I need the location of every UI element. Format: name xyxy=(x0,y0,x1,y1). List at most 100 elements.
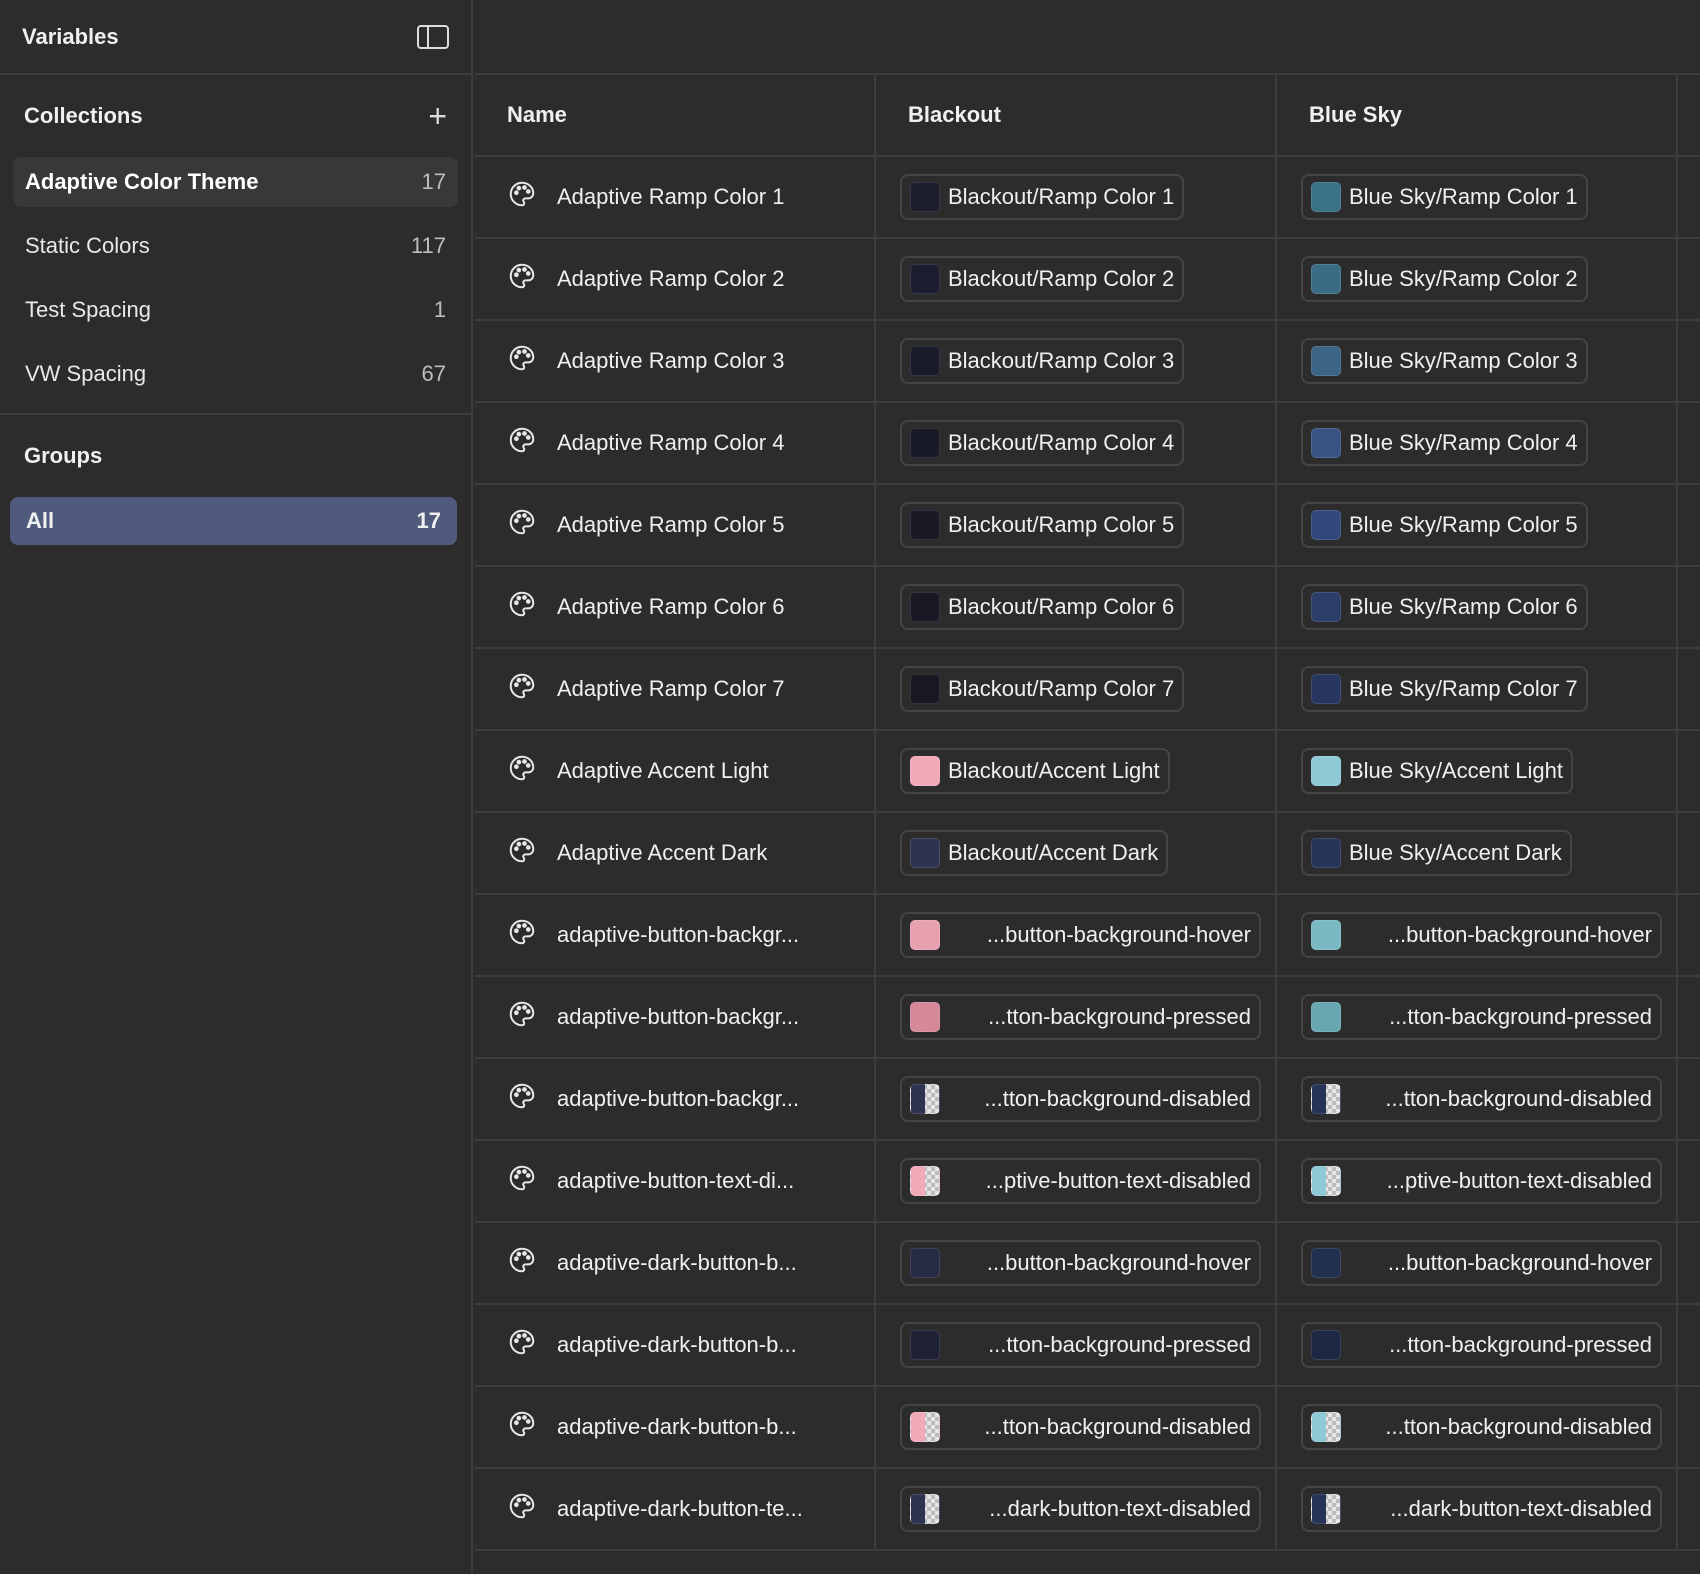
alias-chip[interactable]: Blackout/Ramp Color 6 xyxy=(900,584,1185,630)
blackout-value-cell[interactable]: ...tton-background-disabled xyxy=(876,1059,1277,1139)
alias-chip[interactable]: ...button-background-hover xyxy=(1301,1240,1662,1286)
table-row[interactable]: Adaptive Ramp Color 6 Blackout/Ramp Colo… xyxy=(475,567,1700,649)
alias-chip[interactable]: ...tton-background-pressed xyxy=(1301,994,1662,1040)
alias-chip[interactable]: Blue Sky/Ramp Color 5 xyxy=(1301,502,1588,548)
add-collection-icon[interactable]: + xyxy=(428,97,447,134)
alias-chip[interactable]: Blackout/Ramp Color 4 xyxy=(900,420,1185,466)
table-row[interactable]: adaptive-button-backgr... ...tton-backgr… xyxy=(475,1059,1700,1141)
blackout-value-cell[interactable]: Blackout/Ramp Color 3 xyxy=(876,321,1277,401)
table-row[interactable]: Adaptive Ramp Color 3 Blackout/Ramp Colo… xyxy=(475,321,1700,403)
table-row[interactable]: Adaptive Accent Dark Blackout/Accent Dar… xyxy=(475,813,1700,895)
blue-sky-value-cell[interactable]: ...button-background-hover xyxy=(1277,895,1678,975)
collection-item[interactable]: VW Spacing 67 xyxy=(13,349,458,399)
blackout-value-cell[interactable]: ...tton-background-pressed xyxy=(876,977,1277,1057)
alias-chip[interactable]: Blackout/Accent Light xyxy=(900,748,1170,794)
alias-chip[interactable]: Blackout/Ramp Color 7 xyxy=(900,666,1185,712)
column-header-name[interactable]: Name xyxy=(475,75,876,155)
toggle-sidebar-icon[interactable] xyxy=(417,24,449,49)
blue-sky-value-cell[interactable]: Blue Sky/Accent Dark xyxy=(1277,813,1678,893)
alias-chip[interactable]: ...tton-background-disabled xyxy=(900,1076,1261,1122)
alias-chip[interactable]: Blue Sky/Ramp Color 3 xyxy=(1301,338,1588,384)
table-row[interactable]: Adaptive Ramp Color 2 Blackout/Ramp Colo… xyxy=(475,239,1700,321)
blue-sky-value-cell[interactable]: Blue Sky/Ramp Color 4 xyxy=(1277,403,1678,483)
table-row[interactable]: adaptive-dark-button-b... ...tton-backgr… xyxy=(475,1387,1700,1469)
blackout-value-cell[interactable]: Blackout/Ramp Color 2 xyxy=(876,239,1277,319)
blue-sky-value-cell[interactable]: Blue Sky/Ramp Color 7 xyxy=(1277,649,1678,729)
variable-name-cell[interactable]: adaptive-dark-button-b... xyxy=(475,1223,876,1303)
variable-name-cell[interactable]: Adaptive Ramp Color 6 xyxy=(475,567,876,647)
variable-name-cell[interactable]: adaptive-dark-button-b... xyxy=(475,1387,876,1467)
alias-chip[interactable]: ...dark-button-text-disabled xyxy=(1301,1486,1662,1532)
alias-chip[interactable]: Blackout/Ramp Color 5 xyxy=(900,502,1185,548)
variable-name-cell[interactable]: adaptive-button-text-di... xyxy=(475,1141,876,1221)
table-row[interactable]: adaptive-button-backgr... ...tton-backgr… xyxy=(475,977,1700,1059)
alias-chip[interactable]: ...button-background-hover xyxy=(1301,912,1662,958)
blackout-value-cell[interactable]: ...ptive-button-text-disabled xyxy=(876,1141,1277,1221)
blue-sky-value-cell[interactable]: ...tton-background-disabled xyxy=(1277,1387,1678,1467)
group-item-all[interactable]: All 17 xyxy=(10,497,457,545)
variable-name-cell[interactable]: Adaptive Ramp Color 4 xyxy=(475,403,876,483)
table-row[interactable]: Adaptive Ramp Color 7 Blackout/Ramp Colo… xyxy=(475,649,1700,731)
table-row[interactable]: Adaptive Ramp Color 1 Blackout/Ramp Colo… xyxy=(475,157,1700,239)
variable-name-cell[interactable]: adaptive-button-backgr... xyxy=(475,1059,876,1139)
table-row[interactable]: Adaptive Accent Light Blackout/Accent Li… xyxy=(475,731,1700,813)
alias-chip[interactable]: ...tton-background-pressed xyxy=(1301,1322,1662,1368)
alias-chip[interactable]: Blue Sky/Accent Dark xyxy=(1301,830,1572,876)
variable-name-cell[interactable]: Adaptive Ramp Color 5 xyxy=(475,485,876,565)
blackout-value-cell[interactable]: Blackout/Accent Dark xyxy=(876,813,1277,893)
column-header-blue-sky[interactable]: Blue Sky xyxy=(1277,75,1678,155)
blackout-value-cell[interactable]: ...tton-background-pressed xyxy=(876,1305,1277,1385)
alias-chip[interactable]: ...tton-background-pressed xyxy=(900,994,1261,1040)
blue-sky-value-cell[interactable]: ...tton-background-pressed xyxy=(1277,977,1678,1057)
column-header-blackout[interactable]: Blackout xyxy=(876,75,1277,155)
blackout-value-cell[interactable]: Blackout/Ramp Color 1 xyxy=(876,157,1277,237)
variable-name-cell[interactable]: adaptive-dark-button-b... xyxy=(475,1305,876,1385)
collection-item[interactable]: Adaptive Color Theme 17 xyxy=(13,157,458,207)
table-row[interactable]: adaptive-dark-button-te... ...dark-butto… xyxy=(475,1469,1700,1551)
alias-chip[interactable]: ...tton-background-disabled xyxy=(1301,1076,1662,1122)
alias-chip[interactable]: Blue Sky/Ramp Color 1 xyxy=(1301,174,1588,220)
table-row[interactable]: adaptive-dark-button-b... ...tton-backgr… xyxy=(475,1305,1700,1387)
blue-sky-value-cell[interactable]: Blue Sky/Ramp Color 3 xyxy=(1277,321,1678,401)
table-row[interactable]: Adaptive Ramp Color 5 Blackout/Ramp Colo… xyxy=(475,485,1700,567)
blackout-value-cell[interactable]: Blackout/Ramp Color 7 xyxy=(876,649,1277,729)
blue-sky-value-cell[interactable]: Blue Sky/Ramp Color 5 xyxy=(1277,485,1678,565)
alias-chip[interactable]: ...ptive-button-text-disabled xyxy=(900,1158,1261,1204)
alias-chip[interactable]: Blue Sky/Ramp Color 4 xyxy=(1301,420,1588,466)
alias-chip[interactable]: ...ptive-button-text-disabled xyxy=(1301,1158,1662,1204)
blackout-value-cell[interactable]: Blackout/Ramp Color 5 xyxy=(876,485,1277,565)
variable-name-cell[interactable]: adaptive-dark-button-te... xyxy=(475,1469,876,1549)
variable-name-cell[interactable]: Adaptive Accent Light xyxy=(475,731,876,811)
variable-name-cell[interactable]: Adaptive Ramp Color 1 xyxy=(475,157,876,237)
alias-chip[interactable]: Blue Sky/Ramp Color 7 xyxy=(1301,666,1588,712)
blue-sky-value-cell[interactable]: Blue Sky/Accent Light xyxy=(1277,731,1678,811)
variable-name-cell[interactable]: Adaptive Ramp Color 7 xyxy=(475,649,876,729)
alias-chip[interactable]: ...dark-button-text-disabled xyxy=(900,1486,1261,1532)
blackout-value-cell[interactable]: ...tton-background-disabled xyxy=(876,1387,1277,1467)
blackout-value-cell[interactable]: Blackout/Ramp Color 4 xyxy=(876,403,1277,483)
blackout-value-cell[interactable]: ...dark-button-text-disabled xyxy=(876,1469,1277,1549)
variable-name-cell[interactable]: Adaptive Ramp Color 3 xyxy=(475,321,876,401)
blue-sky-value-cell[interactable]: ...ptive-button-text-disabled xyxy=(1277,1141,1678,1221)
blue-sky-value-cell[interactable]: Blue Sky/Ramp Color 1 xyxy=(1277,157,1678,237)
blue-sky-value-cell[interactable]: ...dark-button-text-disabled xyxy=(1277,1469,1678,1549)
blackout-value-cell[interactable]: ...button-background-hover xyxy=(876,1223,1277,1303)
blackout-value-cell[interactable]: Blackout/Accent Light xyxy=(876,731,1277,811)
alias-chip[interactable]: ...tton-background-disabled xyxy=(1301,1404,1662,1450)
table-row[interactable]: adaptive-button-backgr... ...button-back… xyxy=(475,895,1700,977)
alias-chip[interactable]: ...button-background-hover xyxy=(900,1240,1261,1286)
alias-chip[interactable]: Blue Sky/Ramp Color 2 xyxy=(1301,256,1588,302)
alias-chip[interactable]: ...tton-background-pressed xyxy=(900,1322,1261,1368)
variable-name-cell[interactable]: Adaptive Ramp Color 2 xyxy=(475,239,876,319)
alias-chip[interactable]: Blackout/Ramp Color 3 xyxy=(900,338,1185,384)
table-row[interactable]: Adaptive Ramp Color 4 Blackout/Ramp Colo… xyxy=(475,403,1700,485)
collection-item[interactable]: Static Colors 117 xyxy=(13,221,458,271)
table-row[interactable]: adaptive-button-text-di... ...ptive-butt… xyxy=(475,1141,1700,1223)
blackout-value-cell[interactable]: ...button-background-hover xyxy=(876,895,1277,975)
variable-name-cell[interactable]: adaptive-button-backgr... xyxy=(475,977,876,1057)
alias-chip[interactable]: Blue Sky/Ramp Color 6 xyxy=(1301,584,1588,630)
alias-chip[interactable]: Blackout/Ramp Color 1 xyxy=(900,174,1185,220)
blue-sky-value-cell[interactable]: Blue Sky/Ramp Color 6 xyxy=(1277,567,1678,647)
table-row[interactable]: adaptive-dark-button-b... ...button-back… xyxy=(475,1223,1700,1305)
variable-name-cell[interactable]: Adaptive Accent Dark xyxy=(475,813,876,893)
